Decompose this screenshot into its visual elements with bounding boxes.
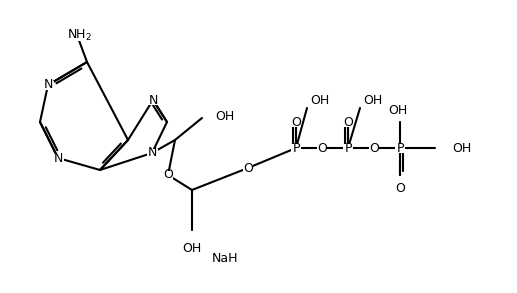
Text: P: P <box>396 142 404 154</box>
Bar <box>317 144 327 152</box>
Bar <box>291 117 301 127</box>
Text: O: O <box>395 181 405 195</box>
Bar <box>68 29 90 41</box>
Bar <box>184 243 200 253</box>
Text: N: N <box>53 151 63 164</box>
Bar <box>312 96 328 105</box>
Text: OH: OH <box>363 95 383 108</box>
Text: OH: OH <box>310 95 330 108</box>
Bar <box>163 171 173 180</box>
Text: O: O <box>243 161 253 175</box>
Text: O: O <box>291 115 301 129</box>
Text: O: O <box>369 142 379 154</box>
Bar <box>390 105 406 115</box>
Bar <box>291 144 301 152</box>
Text: N: N <box>147 146 157 159</box>
Text: N: N <box>43 79 53 91</box>
Bar <box>395 144 405 152</box>
Text: P: P <box>344 142 352 154</box>
Text: O: O <box>163 168 173 181</box>
Text: OH: OH <box>216 110 235 124</box>
Bar <box>343 117 353 127</box>
Text: OH: OH <box>183 241 202 255</box>
Bar <box>444 144 460 152</box>
Text: O: O <box>343 115 353 129</box>
Text: OH: OH <box>452 142 472 154</box>
Bar <box>395 183 405 193</box>
Bar <box>365 96 381 105</box>
Text: O: O <box>317 142 327 154</box>
Text: P: P <box>292 142 300 154</box>
Text: NaH: NaH <box>212 251 238 265</box>
Text: NH$_2$: NH$_2$ <box>67 28 92 42</box>
Text: OH: OH <box>388 103 407 117</box>
Bar <box>369 144 379 152</box>
Bar <box>217 113 233 122</box>
Bar <box>243 163 253 173</box>
Bar <box>146 149 158 158</box>
Bar <box>53 154 64 163</box>
Text: N: N <box>148 93 158 106</box>
Bar <box>343 144 353 152</box>
Bar <box>147 96 159 105</box>
Bar <box>42 81 53 89</box>
